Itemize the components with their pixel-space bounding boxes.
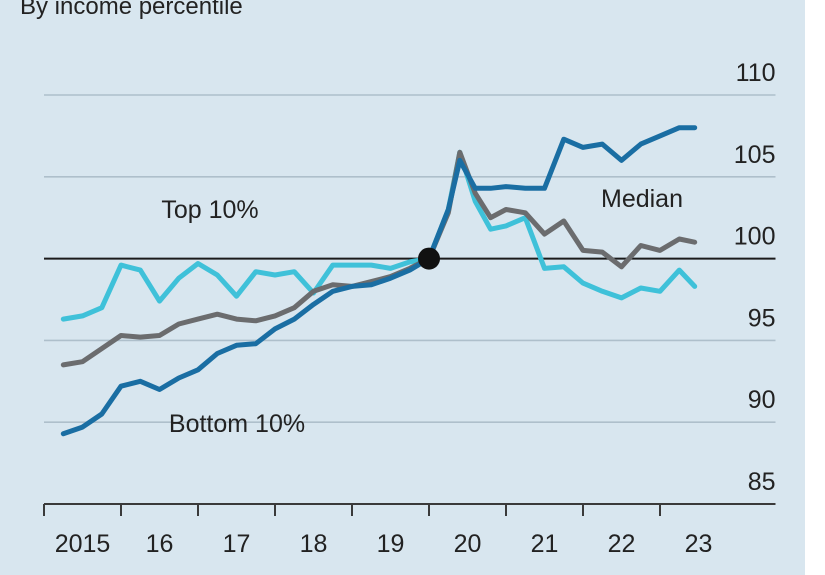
x-tick-label: 17 xyxy=(223,530,251,558)
y-tick-label: 85 xyxy=(748,468,776,496)
x-tick-label: 19 xyxy=(377,530,405,558)
y-tick-label: 105 xyxy=(734,141,776,169)
x-tick-label: 21 xyxy=(531,530,559,558)
x-tick-label: 18 xyxy=(300,530,328,558)
y-tick-label: 95 xyxy=(748,304,776,332)
plot-area: Top 10% Median Bottom 10% xyxy=(60,125,698,438)
chart-background xyxy=(0,0,805,575)
series-label: Top 10% xyxy=(161,196,258,224)
y-tick-label: 100 xyxy=(734,223,776,251)
series-line xyxy=(60,149,698,322)
x-tick-label: 23 xyxy=(685,530,713,558)
series-label: Median xyxy=(601,185,683,213)
x-tick-label: 20 xyxy=(454,530,482,558)
x-tick-label: 2015 xyxy=(55,530,111,558)
grid: 85 90 95 100 105 110 2015 16 17 18 19 20 21 22 23 xyxy=(43,59,776,558)
chart-subtitle: By income percentile xyxy=(20,0,243,20)
x-tick-label: 16 xyxy=(146,530,174,558)
x-tick-label: 22 xyxy=(608,530,636,558)
y-tick-label: 90 xyxy=(748,386,776,414)
series-line xyxy=(60,125,698,437)
y-tick-label: 110 xyxy=(736,59,776,87)
base-point xyxy=(418,247,440,270)
series-label: Bottom 10% xyxy=(169,410,305,438)
